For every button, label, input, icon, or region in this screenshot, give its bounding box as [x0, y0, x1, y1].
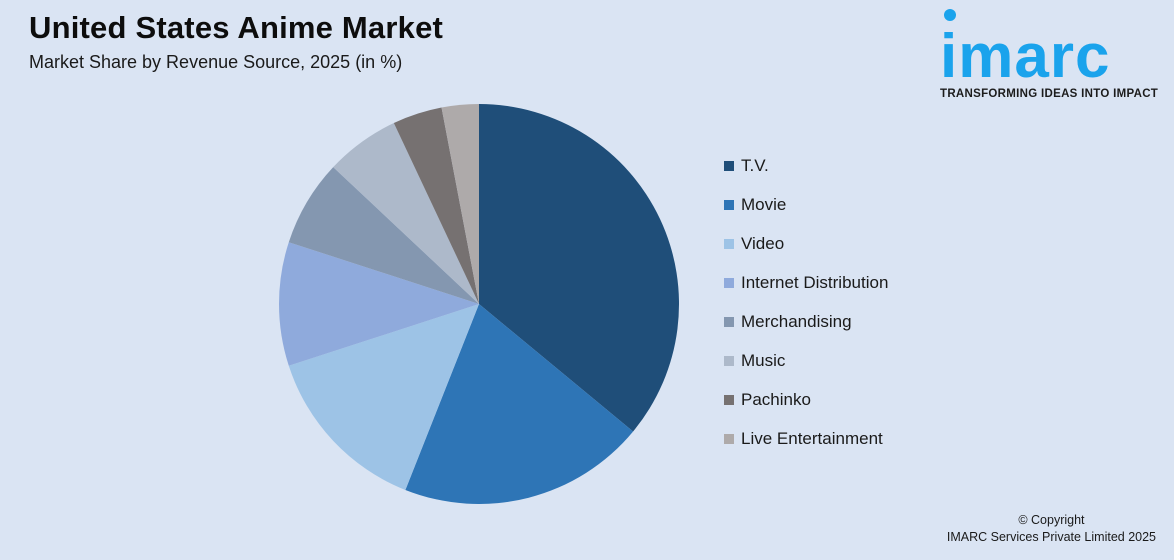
legend-swatch — [724, 199, 734, 210]
legend-label: Internet Distribution — [741, 272, 889, 292]
chart-legend: T.V. Movie Video Internet Distribution M… — [724, 146, 888, 458]
pie-slice-t-v — [479, 104, 679, 432]
pie-slice-pachinko — [393, 107, 479, 305]
copyright-line-2: IMARC Services Private Limited 2025 — [946, 530, 1156, 544]
pie-chart — [279, 104, 679, 504]
copyright-notice: © Copyright IMARC Services Private Limit… — [947, 512, 1156, 546]
pie-slice-live-entertainment — [441, 104, 479, 304]
pie-slice-music — [333, 123, 479, 304]
legend-swatch — [724, 316, 734, 327]
logo-tagline: TRANSFORMING IDEAS INTO IMPACT — [940, 88, 1159, 100]
legend-item-music: Music — [724, 341, 888, 380]
legend-swatch — [724, 355, 734, 366]
chart-title: United States Anime Market — [29, 10, 444, 45]
legend-swatch — [724, 433, 734, 444]
chart-subtitle: Market Share by Revenue Source, 2025 (in… — [29, 52, 403, 72]
imarc-logo: imarc TRANSFORMING IDEAS INTO IMPACT — [936, 8, 1166, 108]
legend-item-video: Video — [724, 224, 888, 263]
legend-item-movie: Movie — [724, 185, 888, 224]
pie-slice-video — [288, 304, 479, 490]
legend-item-internet-distribution: Internet Distribution — [724, 263, 888, 302]
legend-swatch — [724, 238, 734, 249]
legend-swatch — [724, 160, 734, 171]
legend-item-live-entertainment: Live Entertainment — [724, 419, 888, 458]
legend-swatch — [724, 277, 734, 288]
logo-wordmark: imarc — [940, 22, 1111, 91]
legend-label: T.V. — [741, 155, 769, 175]
legend-item-pachinko: Pachinko — [724, 380, 888, 419]
logo-dot-icon — [944, 9, 956, 21]
legend-label: Pachinko — [741, 389, 811, 409]
legend-item-merchandising: Merchandising — [724, 302, 888, 341]
legend-label: Video — [741, 233, 785, 253]
legend-label: Merchandising — [741, 311, 852, 331]
legend-item-tv: T.V. — [724, 146, 888, 185]
pie-slice-merchandising — [288, 167, 479, 304]
legend-label: Movie — [741, 194, 787, 214]
legend-swatch — [724, 394, 734, 405]
legend-label: Music — [741, 350, 786, 370]
pie-slice-internet-distribution — [279, 242, 479, 366]
copyright-line-1: © Copyright — [1018, 513, 1085, 527]
pie-slice-movie — [405, 304, 634, 504]
legend-label: Live Entertainment — [741, 428, 883, 448]
